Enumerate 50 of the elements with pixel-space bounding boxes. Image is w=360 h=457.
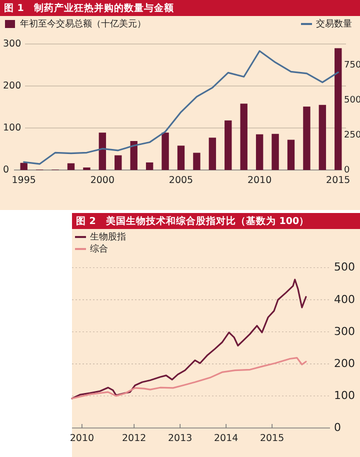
y-tick-label: 400 bbox=[334, 292, 355, 306]
bar bbox=[162, 132, 169, 170]
x-tick-label: 2015 bbox=[326, 175, 350, 186]
y-tick-label: 300 bbox=[334, 324, 355, 338]
y-tick-label: 0 bbox=[3, 164, 10, 176]
y-tick-label: 100 bbox=[334, 388, 355, 402]
x-tick-label: 2012 bbox=[122, 433, 146, 444]
bar bbox=[20, 162, 28, 170]
legend-item: 年初至今交易总额（十亿美元） bbox=[5, 19, 146, 30]
bar bbox=[83, 167, 90, 170]
y-tick-label: 0 bbox=[334, 421, 341, 434]
bar bbox=[98, 132, 106, 170]
bar bbox=[224, 120, 232, 170]
y-tick-label: 200 bbox=[3, 80, 22, 92]
legend-label: 综合 bbox=[90, 243, 108, 254]
x-tick-label: 2015 bbox=[260, 433, 284, 444]
bar bbox=[208, 138, 216, 170]
bar bbox=[303, 106, 310, 170]
legend-label: 生物股指 bbox=[90, 231, 126, 242]
legend-item: 交易数量 bbox=[301, 19, 352, 30]
bar bbox=[287, 140, 295, 170]
chart-title: 图 1 制药产业狂热并购的数量与金额 bbox=[4, 2, 175, 14]
x-tick-label: 1995 bbox=[12, 175, 36, 186]
bar bbox=[193, 152, 200, 170]
y-tick-label: 100 bbox=[3, 122, 22, 134]
chart-title: 图 2 美国生物技术和综合股指对比（基数为 100） bbox=[76, 215, 310, 228]
bar bbox=[114, 155, 122, 170]
y-tick-label: 300 bbox=[3, 38, 22, 50]
x-tick-label: 2010 bbox=[70, 433, 94, 444]
bar bbox=[146, 162, 154, 170]
bar bbox=[334, 48, 342, 170]
x-tick-label: 2010 bbox=[247, 175, 272, 186]
bar bbox=[130, 141, 138, 170]
bar bbox=[67, 163, 75, 170]
x-tick-label: 2014 bbox=[214, 433, 238, 444]
bar bbox=[256, 134, 264, 170]
line-series bbox=[71, 278, 307, 400]
x-tick-label: 2005 bbox=[168, 175, 194, 186]
bar bbox=[177, 146, 185, 170]
x-tick-label: 2000 bbox=[90, 175, 115, 186]
x-tick-label: 2013 bbox=[168, 433, 192, 444]
bar bbox=[318, 104, 326, 170]
bar bbox=[272, 134, 279, 170]
legend-label: 年初至今交易总额（十亿美元） bbox=[20, 18, 146, 30]
y-tick-label: 500 bbox=[334, 260, 355, 274]
legend-label: 交易数量 bbox=[316, 18, 352, 30]
y-tick-label: 200 bbox=[334, 356, 355, 370]
line-series bbox=[71, 356, 307, 400]
bar bbox=[240, 104, 248, 170]
line-series bbox=[23, 50, 339, 165]
